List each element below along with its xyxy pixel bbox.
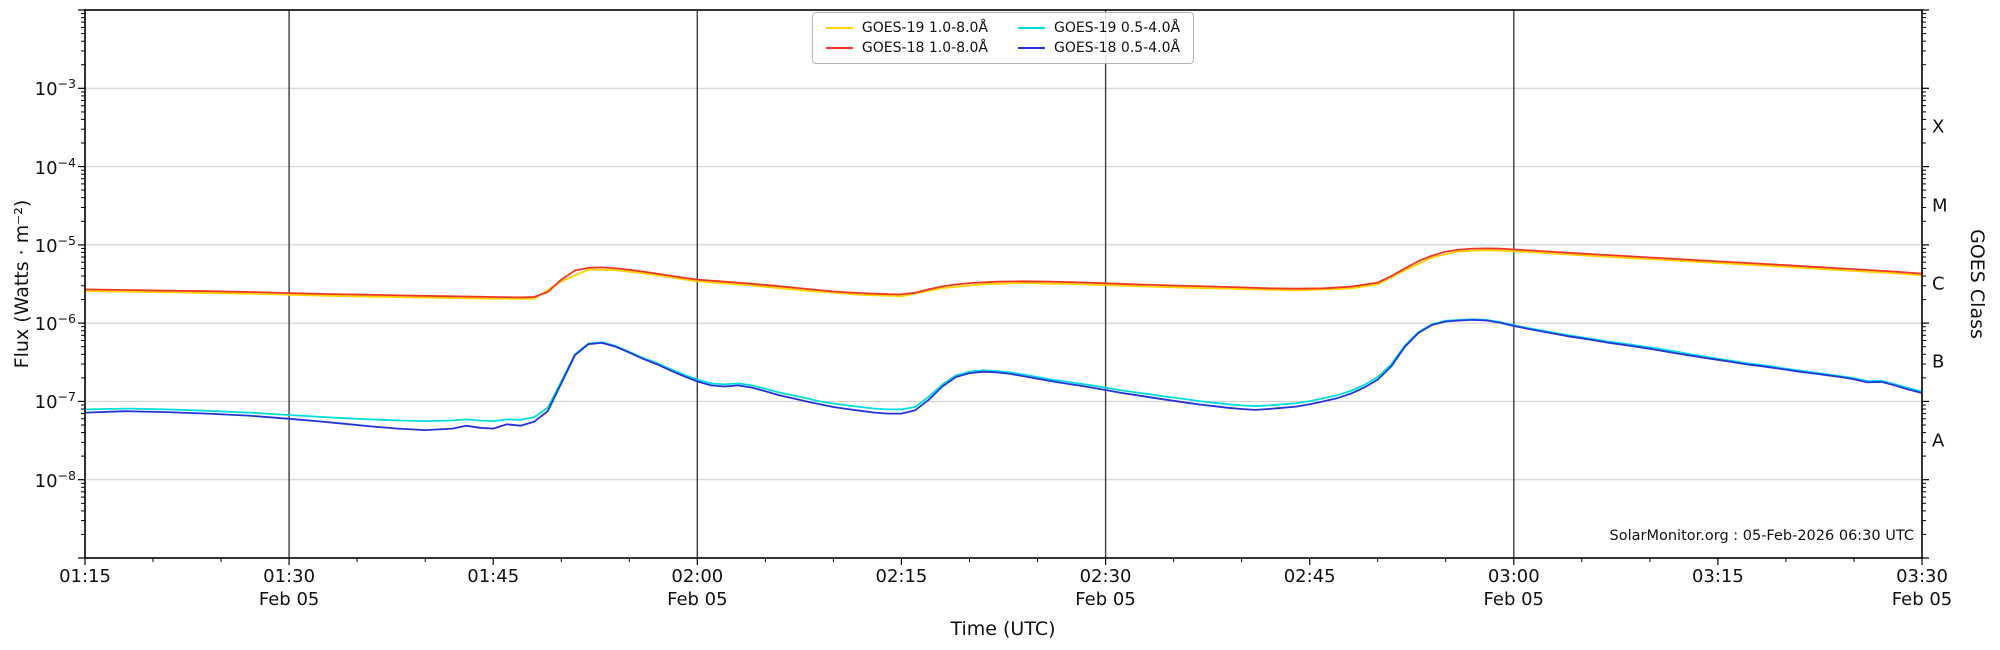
x-tick-date-label: Feb 05 <box>1483 589 1545 610</box>
goes-class-label-c: C <box>1932 273 1945 295</box>
legend-line-swatch <box>1018 27 1045 29</box>
x-tick-label: 01:15 <box>59 566 111 587</box>
legend-line-swatch <box>825 27 853 29</box>
legend-item-goes-18-1-0-8-0-: GOES-18 1.0-8.0Å <box>825 40 988 56</box>
goes-class-label-a: A <box>1932 430 1945 452</box>
plot-frame <box>84 9 1923 559</box>
y-tick-label: 10−8 <box>34 467 76 492</box>
legend-label: GOES-18 1.0-8.0Å <box>861 40 988 56</box>
watermark-text: SolarMonitor.org : 05-Feb-2026 06:30 UTC <box>1609 528 1914 544</box>
chart-legend: GOES-19 1.0-8.0Å GOES-18 1.0-8.0Å GOES-19 … <box>811 12 1195 64</box>
legend-line-swatch <box>1018 47 1045 49</box>
goes-class-label-x: X <box>1932 116 1945 138</box>
legend-item-goes-19-0-5-4-0-: GOES-19 0.5-4.0Å <box>1018 20 1180 36</box>
x-tick-label: 03:15 <box>1691 566 1744 587</box>
legend-label: GOES-19 1.0-8.0Å <box>861 20 988 36</box>
series-line-goes-19-1-0-8-0- <box>85 249 1922 300</box>
x-axis-label: Time (UTC) <box>950 618 1056 640</box>
x-tick-label: 02:30 <box>1079 566 1132 587</box>
legend-label: GOES-18 0.5-4.0Å <box>1054 40 1181 56</box>
legend-label: GOES-19 0.5-4.0Å <box>1054 20 1181 36</box>
x-tick-date-label: Feb 05 <box>258 589 320 610</box>
legend-item-goes-18-0-5-4-0-: GOES-18 0.5-4.0Å <box>1018 40 1180 56</box>
x-tick-label: 03:30 <box>1896 566 1948 587</box>
x-tick-label: 02:45 <box>1283 566 1336 587</box>
goes-class-label-b: B <box>1932 351 1945 373</box>
y-tick-label: 10−7 <box>34 389 76 414</box>
y-axis-label: Flux (Watts · m⁻²) <box>11 199 33 369</box>
y-tick-label: 10−5 <box>34 232 76 257</box>
x-tick-label: 03:00 <box>1487 566 1540 587</box>
y-tick-label: 10−4 <box>34 154 76 179</box>
series-line-goes-18-0-5-4-0- <box>85 318 1922 432</box>
x-tick-date-label: Feb 05 <box>1891 589 1953 610</box>
right-axis-label: GOES Class <box>1966 229 1988 339</box>
goes-class-label-m: M <box>1932 195 1948 217</box>
series-line-goes-19-0-5-4-0- <box>85 318 1922 423</box>
legend-item-goes-19-1-0-8-0-: GOES-19 1.0-8.0Å <box>825 20 988 36</box>
x-tick-date-label: Feb 05 <box>667 589 728 610</box>
y-tick-label: 10−3 <box>34 76 76 101</box>
y-tick-label: 10−6 <box>34 311 76 336</box>
x-tick-label: 02:15 <box>875 566 928 587</box>
legend-line-swatch <box>825 47 853 49</box>
x-tick-label: 02:00 <box>671 566 724 587</box>
series-line-goes-18-1-0-8-0- <box>85 247 1922 299</box>
x-tick-date-label: Feb 05 <box>1075 589 1136 610</box>
x-tick-label: 01:45 <box>467 566 520 587</box>
x-tick-label: 01:30 <box>263 566 316 587</box>
